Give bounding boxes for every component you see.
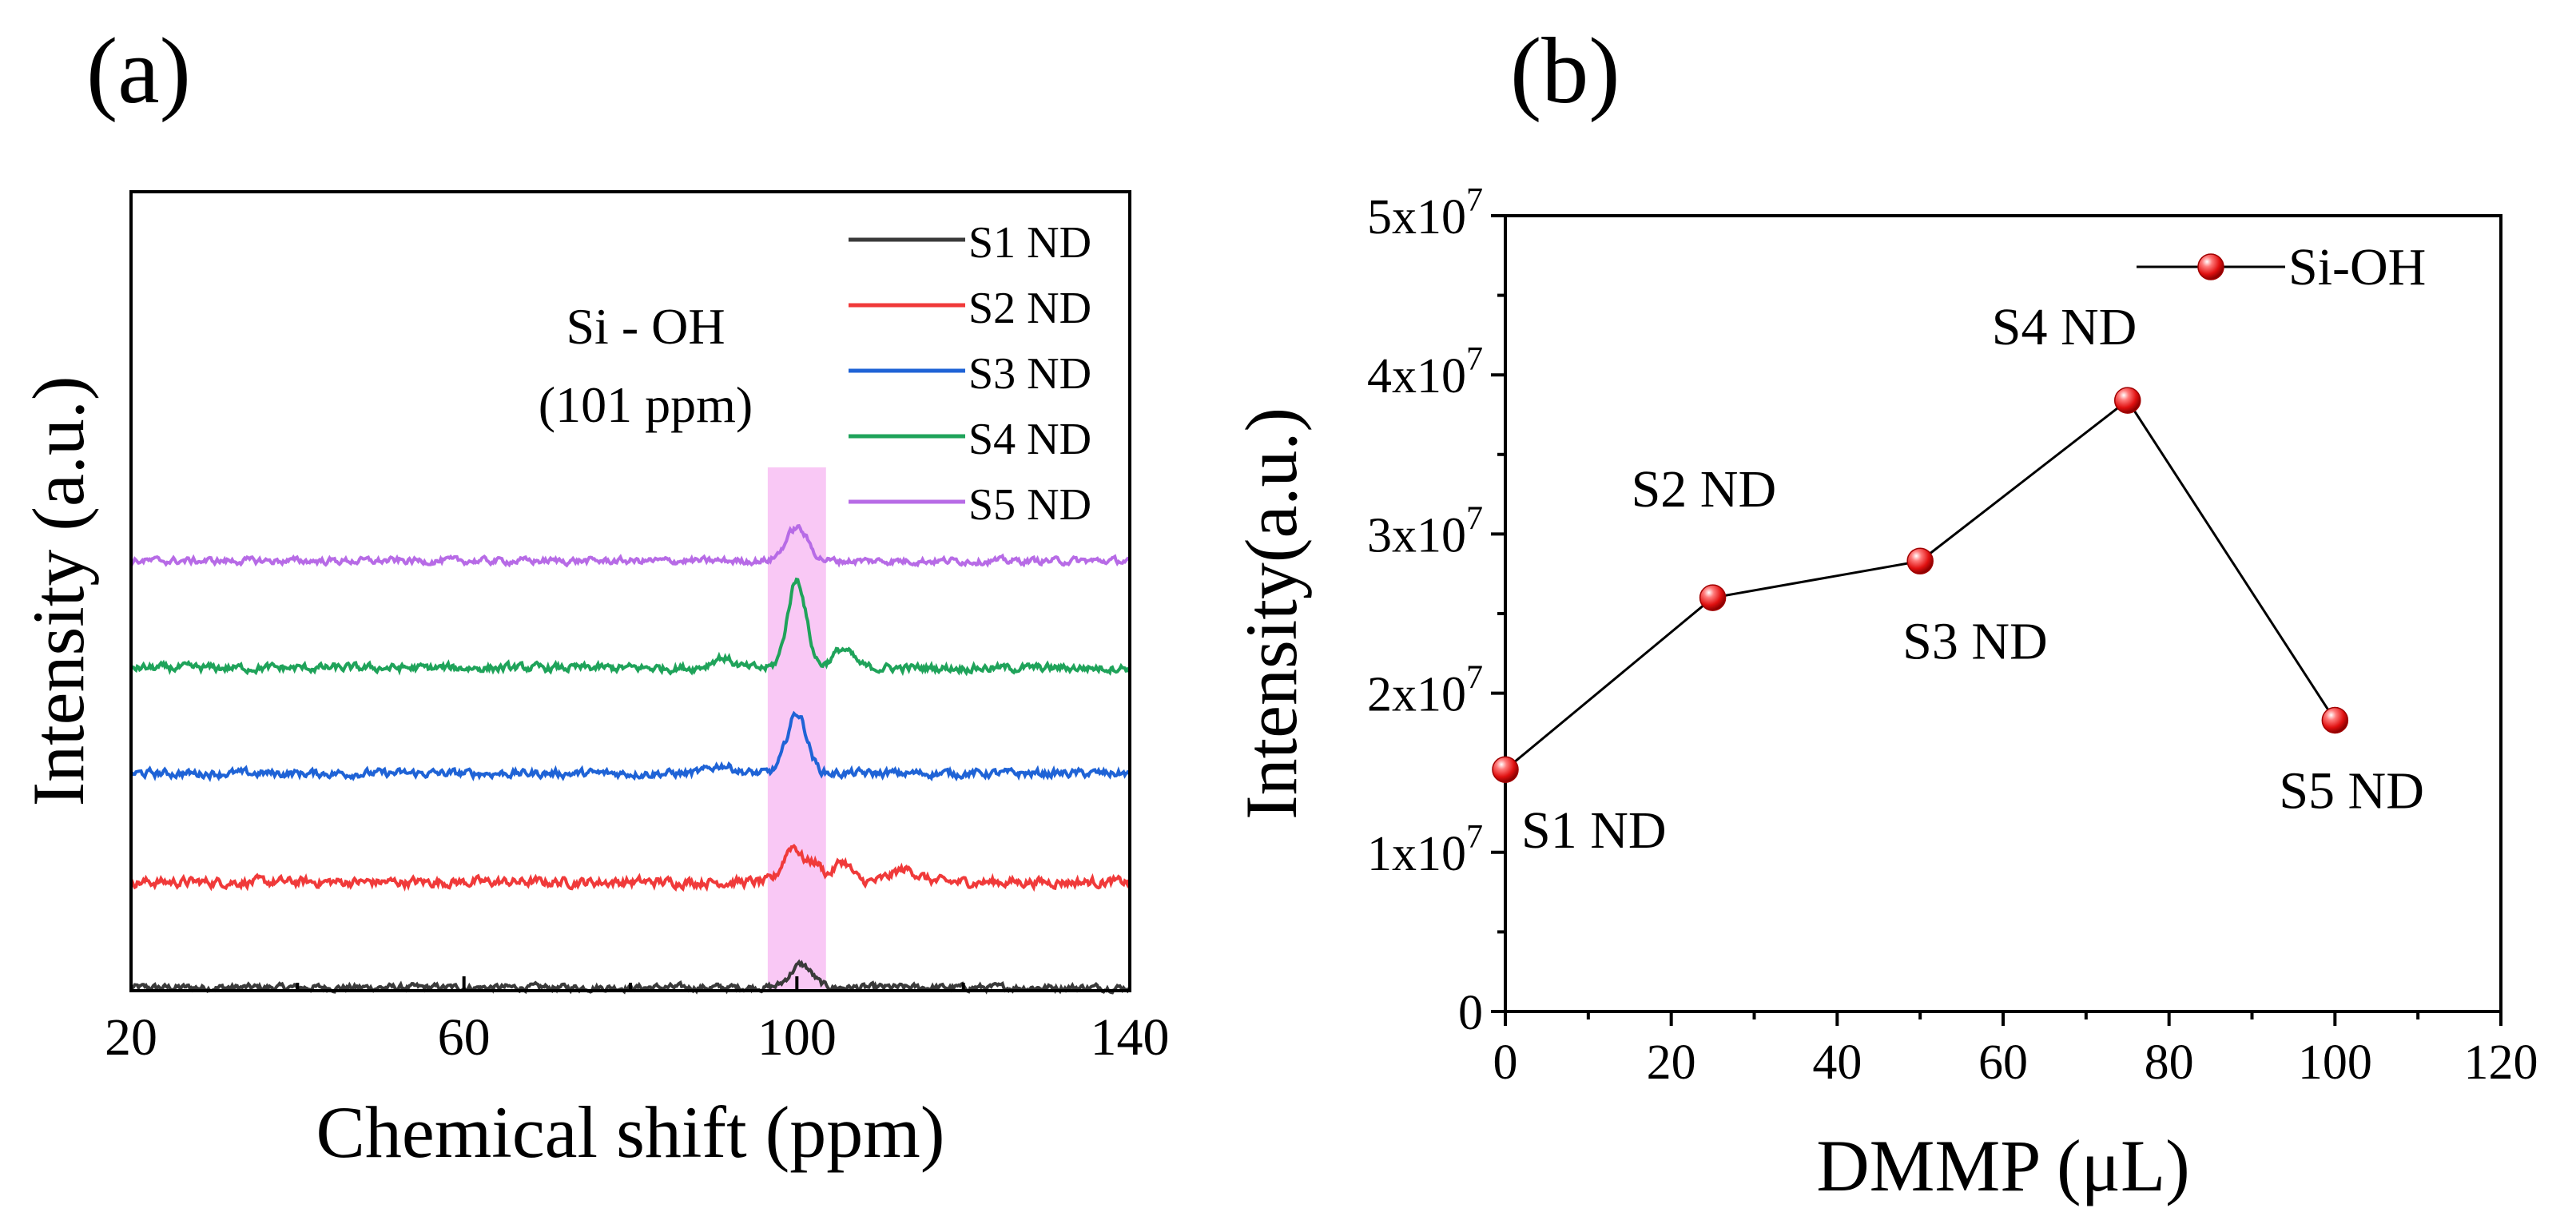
y-tick-label: 1x107 xyxy=(1367,819,1483,881)
x-tick-label: 120 xyxy=(2464,1035,2538,1090)
data-point xyxy=(2321,706,2349,734)
point-label: S3 ND xyxy=(1902,612,2048,670)
panel-b-label: (b) xyxy=(1510,18,1620,123)
y-tick-label: 0 xyxy=(1458,986,1483,1040)
y-tick-label: 5x107 xyxy=(1367,182,1483,244)
panel-a: (a) 20 60 100 140 Chemical shift (ppm) Inte… xyxy=(18,18,1170,1173)
legend-label: S4 ND xyxy=(968,415,1091,464)
x-tick-label: 100 xyxy=(757,1008,837,1067)
x-tick-label: 20 xyxy=(1647,1035,1696,1090)
x-tick-label: 60 xyxy=(1978,1035,2028,1090)
panel-a-label: (a) xyxy=(86,18,191,123)
y-tick-label: 2x107 xyxy=(1367,660,1483,722)
x-tick-label: 60 xyxy=(438,1008,491,1067)
x-tick-label: 100 xyxy=(2298,1035,2372,1090)
point-label: S2 ND xyxy=(1632,460,1777,519)
legend-label: Si-OH xyxy=(2288,238,2426,296)
point-label: S1 ND xyxy=(1521,801,1667,860)
point-label: S4 ND xyxy=(1992,298,2137,356)
annotation-si-oh: Si - OH xyxy=(566,298,725,355)
si-oh-series-line xyxy=(1505,398,2336,771)
plot-a-y-axis-label: Intensity (a.u.) xyxy=(18,376,99,806)
x-tick-label: 20 xyxy=(105,1008,157,1067)
legend-label: S1 ND xyxy=(968,218,1091,268)
plot-b-x-ticks: 0 20 40 60 80 100 120 xyxy=(1493,1011,2538,1090)
spectrum-s2-nd xyxy=(129,844,1131,892)
plot-b-legend: Si-OH xyxy=(2137,238,2426,296)
spectrum-s4-nd xyxy=(129,577,1131,677)
si-oh-highlight-band xyxy=(767,467,826,991)
plot-b-y-ticks: 0 1x107 2x107 3x107 4x107 5x107 xyxy=(1367,182,1505,1040)
y-tick-label: 3x107 xyxy=(1367,500,1483,562)
legend-label: S3 ND xyxy=(968,349,1091,399)
legend-marker xyxy=(2197,253,2224,280)
panel-b: (b) 0 20 40 60 80 100 120 0 1x107 2x107 3x107 4x10… xyxy=(1230,18,2538,1206)
x-tick-label: 0 xyxy=(1493,1035,1518,1090)
data-point xyxy=(2114,387,2141,414)
data-point xyxy=(1699,584,1727,611)
spectrum-s3-nd xyxy=(130,710,1131,782)
y-tick-label: 4x107 xyxy=(1367,341,1483,403)
spectra-group xyxy=(129,523,1131,995)
spectrum-s5-nd xyxy=(129,523,1131,568)
plot-a-x-axis-label: Chemical shift (ppm) xyxy=(316,1091,945,1173)
legend-label: S2 ND xyxy=(968,284,1091,333)
x-tick-label: 80 xyxy=(2145,1035,2194,1090)
data-point xyxy=(1906,547,1934,575)
plot-a-x-ticks: 20 60 100 140 xyxy=(105,976,1170,1067)
annotation-ppm: (101 ppm) xyxy=(539,376,753,433)
plot-b-y-axis-label: Intensity(a.u.) xyxy=(1230,407,1312,820)
x-tick-label: 40 xyxy=(1812,1035,1862,1090)
plot-a-legend: S1 ND S2 ND S3 ND S4 ND S5 ND xyxy=(849,218,1091,530)
legend-label: S5 ND xyxy=(968,480,1091,530)
plot-b-x-axis-label: DMMP (μL) xyxy=(1816,1125,2190,1206)
x-tick-label: 140 xyxy=(1091,1008,1170,1067)
data-point xyxy=(1492,756,1519,783)
si-oh-series-points: S1 ND S2 ND S3 ND S4 ND S5 ND xyxy=(1492,298,2424,860)
point-label: S5 ND xyxy=(2279,761,2424,820)
